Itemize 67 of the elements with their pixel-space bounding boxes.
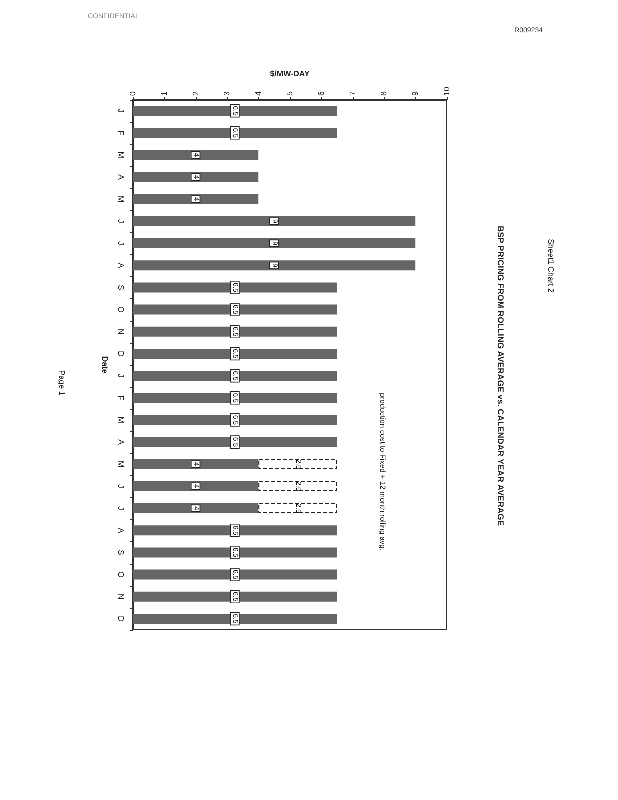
y-tick-label: N	[116, 328, 126, 335]
y-tick-label: O	[116, 572, 126, 578]
x-tick-label: 0	[128, 91, 138, 96]
bar	[258, 504, 338, 514]
y-tick-label: A	[116, 528, 126, 534]
bar	[133, 570, 338, 580]
x-tick-label: 3	[222, 91, 232, 96]
bar	[258, 481, 338, 492]
x-tick-label: 10	[442, 86, 452, 96]
bar	[133, 304, 338, 315]
y-tick-label: M	[116, 461, 126, 468]
x-tick-label: 2	[191, 91, 200, 96]
bar	[133, 238, 416, 249]
text: BSP PRICING FROM ROLLING AVERAGE vs. CALENDAR YEAR AVERAGE	[496, 226, 506, 526]
bar	[133, 504, 259, 514]
bar	[133, 194, 259, 204]
x-tick-label: 7	[348, 91, 358, 96]
bar	[133, 150, 259, 160]
bar	[133, 614, 338, 624]
x-tick-label: 9	[411, 91, 420, 96]
bar	[133, 106, 338, 116]
y-tick-label: M	[116, 196, 126, 204]
bar	[133, 348, 338, 359]
y-tick-label: M	[116, 416, 126, 424]
x-tick-label: 4	[254, 91, 264, 96]
bar	[133, 437, 338, 448]
bar	[133, 548, 338, 558]
x-tick-label: 6	[316, 91, 326, 96]
bar	[133, 526, 338, 536]
y-tick-label: S	[116, 550, 126, 556]
bar	[133, 128, 338, 138]
y-tick-label: D	[116, 616, 126, 622]
bar	[133, 260, 416, 271]
y-tick-label: M	[116, 152, 126, 159]
bar	[258, 459, 338, 470]
y-tick-label: A	[116, 440, 126, 446]
bar	[133, 459, 259, 470]
bar	[133, 172, 259, 182]
bar	[133, 282, 338, 293]
y-tick-label: S	[116, 285, 126, 290]
text: Sheet1 Chart 2	[546, 239, 556, 294]
x-tick-label: 1	[160, 91, 169, 96]
x-tick-label: 8	[380, 91, 389, 96]
y-tick-label: J	[116, 219, 126, 224]
y-tick-label: J	[116, 242, 126, 246]
bar	[133, 393, 338, 404]
y-tick-label: A	[116, 262, 126, 269]
y-tick-label: J	[116, 374, 126, 378]
y-tick-label: J	[116, 484, 126, 488]
y-tick-label: F	[116, 130, 126, 136]
y-tick-label: F	[116, 396, 126, 401]
y-tick-label: D	[116, 351, 126, 358]
bar	[133, 415, 338, 426]
bar	[133, 481, 259, 492]
x-axis-title: $/MW-DAY	[270, 70, 310, 78]
y-tick-label: N	[116, 594, 126, 600]
bar	[133, 592, 338, 602]
y-tick-label: O	[116, 306, 126, 313]
y-tick-label: A	[116, 174, 126, 181]
bar	[133, 371, 338, 382]
y-tick-label: J	[116, 109, 126, 114]
bar	[133, 216, 416, 226]
text: Page 1	[58, 370, 66, 396]
y-tick-label: J	[116, 506, 126, 511]
bar	[133, 326, 338, 337]
x-tick-label: 5	[286, 91, 294, 96]
y-axis-title: Date	[100, 356, 110, 374]
